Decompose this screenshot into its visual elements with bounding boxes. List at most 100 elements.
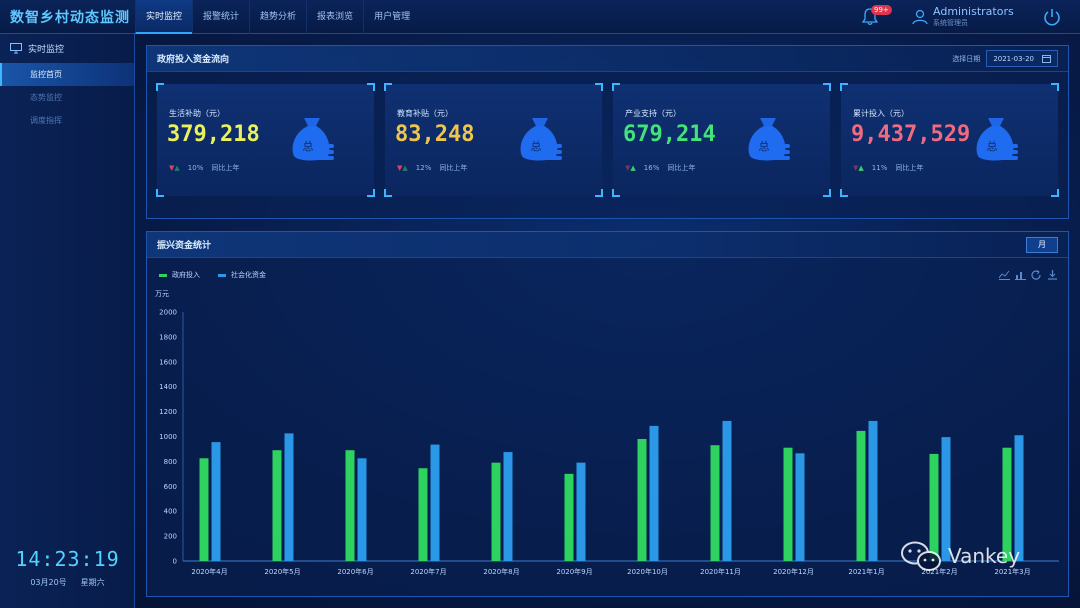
line-chart-icon[interactable] bbox=[999, 270, 1010, 280]
x-tick-label: 2020年9月 bbox=[556, 567, 592, 576]
x-tick-label: 2020年4月 bbox=[191, 567, 227, 576]
bar-social bbox=[430, 444, 440, 561]
trend-compare: 同比上年 bbox=[667, 164, 696, 172]
top-nav: 实时监控 报警统计 趋势分析 报表浏览 用户管理 bbox=[135, 0, 420, 34]
nav-trend-analysis[interactable]: 趋势分析 bbox=[249, 0, 306, 34]
stat-card-education-subsidy: 教育补贴（元） 83,248 ▼▲ 12% 同比上年 bbox=[384, 83, 603, 197]
legend-item-social[interactable]: 社会化资金 bbox=[218, 270, 266, 280]
bar-gov bbox=[1002, 447, 1012, 561]
sidebar-item-monitor-home[interactable]: 监控首页 bbox=[0, 63, 134, 86]
sidebar-section[interactable]: 实时监控 bbox=[0, 34, 134, 63]
trend-pct: 11% bbox=[871, 164, 888, 172]
trend-pct: 16% bbox=[643, 164, 660, 172]
trend-compare: 同比上年 bbox=[895, 164, 924, 172]
card-trend: ▼▲ 10% 同比上年 bbox=[169, 163, 239, 173]
date-value: 2021-03-20 bbox=[993, 54, 1034, 63]
clock-weekday: 星期六 bbox=[80, 578, 105, 587]
sidebar-item-dispatch[interactable]: 调度指挥 bbox=[30, 116, 62, 125]
clock-date-row: 03月20号 星期六 bbox=[0, 577, 135, 588]
user-icon bbox=[912, 9, 928, 24]
sidebar-item-situation-monitor[interactable]: 态势监控 bbox=[30, 93, 62, 102]
stat-cards: 生活补助（元） 379,218 ▼▲ 10% 同比上年 教育补贴（元） 83,2… bbox=[156, 83, 1059, 197]
user-menu[interactable]: Administrators 系统管理员 bbox=[912, 5, 1014, 28]
fund-stats-panel: 振兴资金统计 月 政府投入 社会化资金 总 bbox=[146, 231, 1069, 597]
bar-chart-icon[interactable] bbox=[1015, 270, 1026, 280]
monitor-icon bbox=[10, 43, 22, 54]
clock-time: 14:23:19 bbox=[15, 547, 120, 571]
card-trend: ▼▲ 16% 同比上年 bbox=[625, 163, 695, 173]
nav-report-browse[interactable]: 报表浏览 bbox=[306, 0, 363, 34]
bar-social bbox=[1014, 435, 1024, 561]
fund-flow-header: 政府投入资金流向 选择日期 2021-03-20 bbox=[147, 46, 1068, 72]
trend-pct: 12% bbox=[415, 164, 432, 172]
calendar-icon bbox=[1042, 55, 1051, 63]
download-icon[interactable] bbox=[1047, 270, 1058, 280]
card-label: 教育补贴（元） bbox=[397, 109, 453, 118]
date-picker: 选择日期 2021-03-20 bbox=[952, 50, 1058, 67]
card-value: 83,248 bbox=[395, 122, 475, 147]
date-input[interactable]: 2021-03-20 bbox=[986, 50, 1058, 67]
y-tick-label: 1800 bbox=[159, 333, 177, 341]
x-tick-label: 2021年3月 bbox=[994, 567, 1030, 576]
y-tick-label: 800 bbox=[164, 458, 177, 466]
card-trend: ▼▲ 12% 同比上年 bbox=[397, 163, 467, 173]
card-value: 9,437,529 bbox=[851, 122, 971, 147]
money-bag-icon bbox=[288, 114, 336, 164]
bar-gov bbox=[418, 468, 428, 561]
fund-flow-panel: 政府投入资金流向 选择日期 2021-03-20 生活补助（元） 379,218 bbox=[146, 45, 1069, 219]
refresh-icon[interactable] bbox=[1031, 270, 1042, 280]
stat-card-living-subsidy: 生活补助（元） 379,218 ▼▲ 10% 同比上年 bbox=[156, 83, 375, 197]
bar-social bbox=[941, 437, 951, 561]
bar-gov bbox=[199, 458, 209, 561]
fund-flow-title: 政府投入资金流向 bbox=[157, 55, 230, 65]
trend-arrows-icon: ▼▲ bbox=[397, 164, 408, 172]
bar-social bbox=[868, 420, 878, 561]
bar-social bbox=[649, 425, 659, 561]
wechat-watermark: Vankey bbox=[900, 540, 1020, 572]
x-tick-label: 2020年11月 bbox=[700, 567, 741, 576]
trend-arrows-icon: ▼▲ bbox=[625, 164, 636, 172]
card-label: 生活补助（元） bbox=[169, 109, 225, 118]
x-tick-label: 2020年8月 bbox=[483, 567, 519, 576]
power-icon[interactable] bbox=[1042, 7, 1062, 27]
x-tick-label: 2020年6月 bbox=[337, 567, 373, 576]
legend-item-gov[interactable]: 政府投入 bbox=[159, 270, 200, 280]
card-label: 累计投入（元） bbox=[853, 109, 909, 118]
bar-gov bbox=[345, 450, 355, 561]
legend-label: 政府投入 bbox=[172, 271, 200, 279]
money-bag-icon bbox=[972, 114, 1020, 164]
y-tick-label: 0 bbox=[173, 558, 177, 566]
legend-swatch bbox=[159, 273, 167, 277]
y-axis-unit: 万元 bbox=[155, 290, 169, 298]
y-tick-label: 200 bbox=[164, 533, 177, 541]
top-bar: 数智乡村动态监测 实时监控 报警统计 趋势分析 报表浏览 用户管理 99+ Ad… bbox=[0, 0, 1080, 34]
chart-toolbox bbox=[999, 270, 1058, 280]
chart-legend: 政府投入 社会化资金 bbox=[159, 270, 266, 280]
card-label: 产业支持（元） bbox=[625, 109, 681, 118]
nav-alarm-stats[interactable]: 报警统计 bbox=[192, 0, 249, 34]
y-tick-label: 1200 bbox=[159, 408, 177, 416]
nav-user-management[interactable]: 用户管理 bbox=[363, 0, 420, 34]
sidebar-section-title: 实时监控 bbox=[28, 45, 65, 55]
tab-month[interactable]: 月 bbox=[1026, 236, 1058, 253]
sidebar: 实时监控 监控首页 态势监控 调度指挥 14:23:19 03月20号 星期六 bbox=[0, 34, 135, 608]
clock-date: 03月20号 bbox=[30, 578, 67, 587]
x-tick-label: 2020年10月 bbox=[627, 567, 668, 576]
trend-compare: 同比上年 bbox=[439, 164, 468, 172]
x-tick-label: 2021年2月 bbox=[921, 567, 957, 576]
fund-stats-header: 振兴资金统计 月 bbox=[147, 232, 1068, 258]
y-tick-label: 1000 bbox=[159, 433, 177, 441]
nav-realtime-monitor[interactable]: 实时监控 bbox=[135, 0, 193, 34]
bar-gov bbox=[637, 438, 647, 561]
stat-card-industry-support: 产业支持（元） 679,214 ▼▲ 16% 同比上年 bbox=[612, 83, 831, 197]
y-tick-label: 600 bbox=[164, 483, 177, 491]
trend-compare: 同比上年 bbox=[211, 164, 240, 172]
fund-stats-title: 振兴资金统计 bbox=[157, 241, 212, 251]
y-tick-label: 1400 bbox=[159, 383, 177, 391]
trend-pct: 10% bbox=[187, 164, 204, 172]
app-title: 数智乡村动态监测 bbox=[10, 9, 130, 26]
card-trend: ▼▲ 11% 同比上年 bbox=[853, 163, 923, 173]
notification-badge: 99+ bbox=[871, 5, 892, 15]
x-tick-label: 2021年1月 bbox=[848, 567, 884, 576]
